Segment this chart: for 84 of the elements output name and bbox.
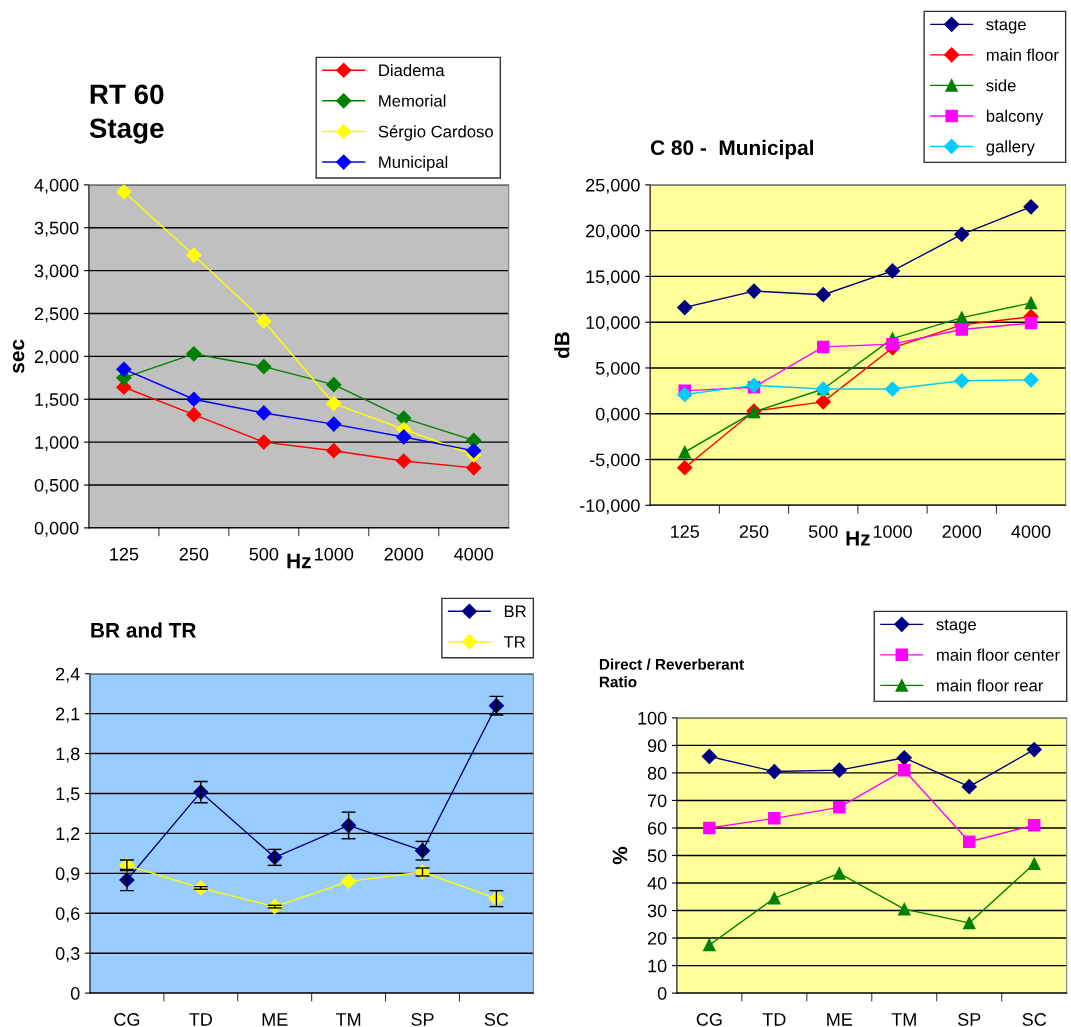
y-tick-label: 30 [647,904,667,918]
y-tick-label: 100 [638,711,667,725]
y-tick-label: 50 [647,849,667,863]
x-tick-label: 500 [808,525,838,538]
x-tick-label: ME [827,1013,853,1026]
x-tick-label: 2000 [942,525,982,538]
y-tick-label: 20,000 [586,224,640,240]
legend-label: main floor [986,48,1059,61]
y-tick-label: 70 [647,794,667,808]
x-tick-label: 250 [179,547,209,561]
y-tick-label: 1,5 [56,787,80,803]
y-tick-label: 10,000 [586,316,640,332]
y-tick-label: 0,9 [55,867,80,883]
x-tick-label: TD [762,1013,786,1026]
y-axis-title: dB [554,332,570,359]
legend-label: BR [504,605,526,618]
y-tick-label: 1,8 [56,747,80,763]
chart-title: RT 60 Stage [89,84,164,144]
y-tick-label: 25,000 [586,178,640,194]
legend-label: Municipal [379,155,448,172]
y-axis-title: sec [12,339,25,374]
y-tick-label: -5,000 [589,453,640,469]
y-tick-label: 3,000 [34,264,79,280]
x-axis-title: Hz [846,531,870,546]
x-axis-title: Hz [287,553,311,569]
legend-label: TR [503,636,525,648]
x-tick-label: 4000 [1011,525,1051,538]
y-tick-label: 0,000 [34,521,79,537]
legend-label: stage [936,619,976,634]
x-tick-label: TM [335,1013,361,1026]
y-tick-label: 5,000 [595,361,640,377]
y-tick-label: -10,000 [579,499,640,515]
legend-label: Diadema [379,63,445,77]
x-tick-label: 4000 [454,547,494,561]
x-tick-label: 1000 [315,547,354,561]
x-tick-label: 500 [249,547,279,561]
x-tick-label: CG [114,1013,140,1026]
y-tick-label: 2,000 [34,350,79,366]
x-tick-label: 250 [739,525,769,538]
y-tick-label: 3,500 [34,221,79,237]
y-tick-label: 0 [657,987,667,1000]
x-tick-label: SC [1022,1013,1047,1026]
legend-label: balcony [986,109,1044,126]
x-tick-label: CG [696,1013,722,1026]
x-tick-label: ME [262,1013,288,1026]
y-tick-label: 1,2 [56,827,80,843]
legend-label: Sérgio Cardoso [378,125,493,141]
legend-label: side [986,79,1016,92]
y-tick-label: 40 [647,876,667,890]
chart-title: C 80 - Municipal [650,139,813,160]
legend-label: stage [986,19,1026,34]
legend-label: main floor rear [937,679,1044,692]
legend-label: main floor center [937,648,1060,661]
x-tick-label: SP [411,1013,434,1026]
y-tick-label: 60 [647,821,667,835]
y-tick-label: 0,500 [34,478,79,494]
x-tick-label: TM [891,1013,916,1026]
y-tick-label: 15,000 [586,270,640,286]
x-tick-label: SC [484,1013,509,1026]
x-tick-label: 2000 [384,547,424,561]
legend-label: Memorial [379,94,446,107]
y-tick-label: 1,000 [35,436,79,451]
legend-label: gallery [986,140,1035,156]
chart-title: Direct / Reverberant Ratio [599,658,744,688]
y-tick-label: 2,4 [56,667,80,683]
y-tick-label: 90 [647,739,667,753]
y-tick-label: 2,500 [34,307,79,323]
x-tick-label: SP [958,1013,981,1026]
y-tick-label: 0,3 [55,947,80,963]
x-tick-label: 1000 [873,525,912,538]
y-tick-label: 4,000 [34,178,79,194]
y-tick-label: 0 [70,987,80,1000]
y-tick-label: 2,1 [56,707,80,723]
x-tick-label: 125 [110,547,139,561]
y-tick-label: 10 [648,959,667,973]
y-axis-title: % [612,846,628,865]
x-tick-label: TD [189,1013,212,1026]
y-tick-label: 1,500 [35,393,79,409]
chart-title: BR and TR [91,622,197,638]
x-tick-label: 125 [671,525,700,538]
y-tick-label: 80 [647,766,667,780]
y-tick-label: 0,6 [55,907,80,923]
y-tick-label: 20 [647,932,667,945]
y-tick-label: 0,000 [595,407,640,423]
